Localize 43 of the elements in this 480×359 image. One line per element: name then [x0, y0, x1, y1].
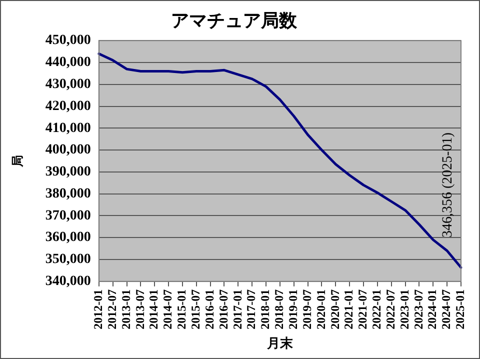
x-tick-label: 2024-01	[425, 289, 440, 330]
x-tick-label: 2015-01	[174, 289, 189, 330]
y-tick-label: 380,000	[45, 186, 91, 202]
y-tick-label: 390,000	[45, 164, 91, 180]
y-tick-label: 350,000	[45, 252, 91, 268]
y-tick-label: 360,000	[45, 230, 91, 246]
x-tick-label: 2020-01	[314, 289, 328, 330]
x-tick-label: 2023-07	[411, 289, 426, 330]
x-tick-label: 2020-07	[328, 289, 342, 330]
x-tick-label: 2017-07	[244, 289, 258, 330]
x-tick-label: 2014-01	[146, 289, 161, 330]
y-tick-label: 440,000	[45, 55, 91, 70]
x-axis-title: 月末	[266, 336, 294, 351]
x-tick-label: 2013-07	[132, 289, 147, 330]
y-tick-label: 340,000	[45, 274, 91, 290]
y-tick-label: 400,000	[45, 142, 91, 158]
x-tick-label: 2014-07	[160, 289, 175, 330]
y-tick-label: 450,000	[45, 33, 91, 48]
x-tick-label: 2022-01	[370, 289, 384, 330]
x-tick-label: 2016-01	[202, 289, 216, 330]
x-tick-label: 2022-07	[383, 289, 398, 330]
x-tick-label: 2021-01	[342, 289, 356, 330]
y-tick-label: 430,000	[45, 76, 91, 92]
x-tick-label: 2012-07	[104, 289, 119, 330]
x-tick-label: 2016-07	[216, 289, 230, 330]
x-tick-label: 2023-01	[397, 289, 412, 330]
x-tick-label: 2021-07	[356, 289, 370, 330]
x-tick-label: 2017-01	[230, 289, 244, 330]
y-axis-title: 局	[10, 155, 24, 168]
x-tick-label: 2015-07	[188, 289, 202, 330]
chart-title: アマチュア局数	[171, 10, 298, 30]
x-tick-label: 2018-07	[272, 289, 286, 330]
x-tick-label: 2019-07	[300, 289, 314, 330]
y-tick-label: 420,000	[45, 98, 91, 114]
x-tick-label: 2025-01	[453, 289, 468, 330]
x-tick-label: 2012-01	[90, 289, 105, 330]
x-tick-label: 2013-01	[118, 289, 133, 330]
x-tick-label: 2018-01	[258, 289, 272, 330]
y-tick-label: 410,000	[45, 120, 91, 136]
y-tick-label: 370,000	[45, 208, 91, 224]
x-tick-label: 2024-07	[439, 289, 454, 330]
annotation: 346,356 (2025-01)	[440, 132, 456, 238]
x-tick-label: 2019-01	[286, 289, 300, 330]
